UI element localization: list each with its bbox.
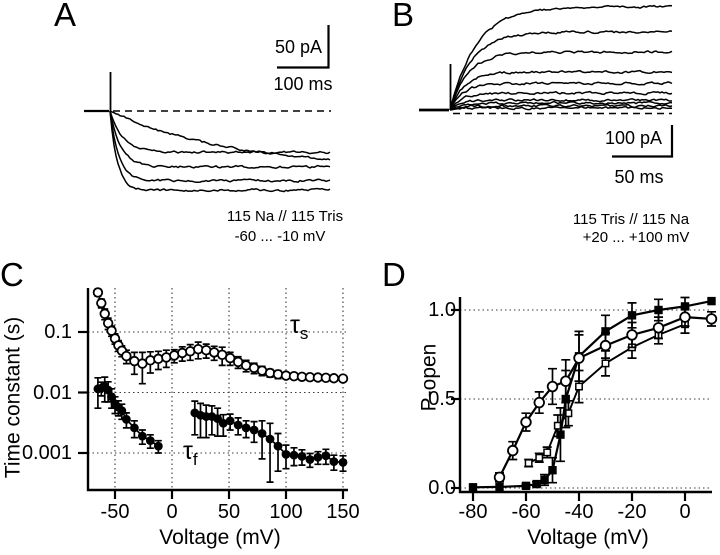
panel-c-xtick-label: -50 (100, 501, 130, 523)
panel-a-scalebar-current-label: 50 pA (274, 37, 322, 57)
panel-b-traces (419, 4, 673, 115)
panel-a-traces-trace (109, 110, 331, 155)
panel-d-axes (458, 297, 712, 494)
panel-b-traces-trace (449, 50, 673, 111)
panel-d-label: D (382, 256, 406, 293)
panel-a-traces-trace (109, 110, 331, 161)
panel-a-traces-trace (109, 110, 331, 184)
panel-d-xtick-label: 0 (679, 501, 691, 523)
panel-d-xtick-label: -60 (511, 501, 541, 523)
panel-a-label: A (54, 0, 77, 33)
panel-a-traces-trace (109, 110, 331, 193)
panel-b-solution-annotation: 115 Tris // 115 Na (572, 211, 690, 228)
panel-c-xtick-label: 100 (269, 501, 303, 523)
panel-c-xtick-label: 50 (217, 501, 241, 523)
panel-a-scalebar-time-label: 100 ms (273, 74, 333, 94)
panel-c-xtick-label: 0 (166, 501, 178, 523)
panel-c-ytick-label: 0.001 (21, 442, 72, 464)
panel-d-xtick-label: -40 (564, 501, 594, 523)
scalebars (277, 25, 674, 158)
panel-b-traces-trace (449, 4, 673, 111)
panel-d-xtick-label: -20 (617, 501, 647, 523)
panel-a-traces-trace (109, 110, 331, 169)
panel-d-x-axis-title: Voltage (mV) (527, 526, 649, 549)
panel-b-scalebar-time-label: 50 ms (614, 167, 664, 187)
tau-s-series (92, 287, 349, 385)
panel-c-ytick-label: 0.1 (44, 321, 72, 343)
panel-b-traces-trace (449, 81, 673, 111)
panel-d-y-axis-title: P-open (417, 343, 441, 412)
panel-c-ytick-label: 0.01 (33, 381, 72, 404)
panel-b-traces-trace (449, 69, 673, 111)
panel-b-traces-trace (449, 30, 673, 111)
panel-b-traces-trace (449, 100, 673, 111)
panel-d-plot (451, 296, 718, 501)
panel-c-label: C (0, 256, 24, 293)
panel-b-traces-trace (449, 105, 673, 111)
panel-d-ytick-label: 0.5 (428, 388, 456, 410)
panel-a-voltage-annotation: -60 ... -10 mV (234, 228, 326, 245)
panel-c-xtick-label: 150 (326, 501, 360, 523)
panel-b-voltage-annotation: +20 ... +100 mV (582, 229, 690, 246)
tau-s-series-label: τs (290, 311, 309, 343)
panel-d-ytick-label: 1.0 (428, 299, 456, 321)
panel-c-plot (78, 287, 349, 499)
panel-d-xtick-label: -80 (458, 501, 488, 523)
panel-b-traces-trace (449, 90, 673, 111)
open-circles-series (493, 307, 718, 484)
panel-c-axes (86, 288, 348, 492)
panel-b-traces-trace (449, 98, 673, 111)
panel-b-scalebar (612, 125, 674, 158)
panel-b-label: B (392, 0, 415, 33)
panel-a-traces (84, 72, 331, 193)
tau-f-series-label: τf (183, 437, 198, 469)
filled-squares-series (468, 296, 716, 492)
panel-a-scalebar (277, 25, 330, 69)
panel-d-ytick-label: 0.0 (428, 477, 456, 499)
panel-a-solution-annotation: 115 Na // 115 Tris (226, 208, 344, 225)
tau-f-series (93, 376, 348, 483)
panel-b-scalebar-current-label: 100 pA (604, 128, 662, 148)
panel-c-x-axis-title: Voltage (mV) (159, 526, 281, 549)
